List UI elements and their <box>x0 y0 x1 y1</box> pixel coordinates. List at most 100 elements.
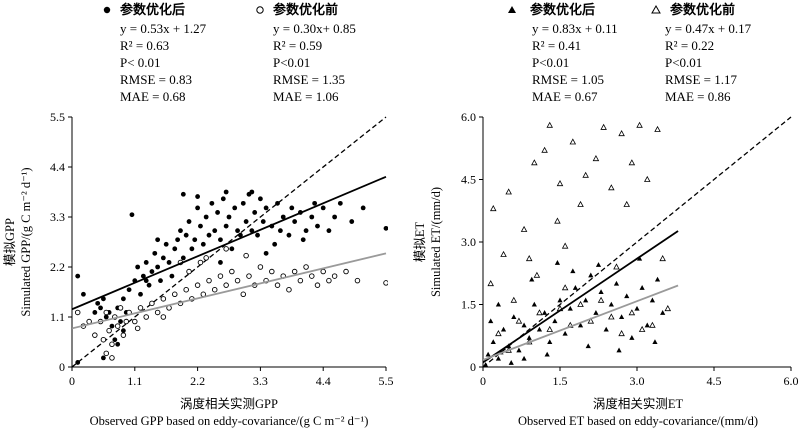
gpp-point <box>75 273 81 279</box>
gpp-legend-before: 参数优化前 <box>256 2 338 17</box>
gpp-point <box>198 223 203 229</box>
gpp-point <box>197 259 204 266</box>
gpp-point <box>297 277 304 284</box>
et-point <box>554 260 561 265</box>
et-point <box>660 310 666 315</box>
et-legend-before: 参数优化前 <box>651 2 735 17</box>
et-point <box>515 317 523 324</box>
gpp-point <box>315 223 320 229</box>
gpp-y-tick-label: 4.4 <box>50 160 65 174</box>
et-point <box>613 280 620 286</box>
gpp-point <box>243 252 249 259</box>
et-stat-before-p: P<0.01 <box>665 55 702 70</box>
gpp-point <box>243 219 249 224</box>
gpp-point <box>195 205 201 211</box>
gpp-point <box>166 260 172 265</box>
gpp-point <box>137 305 144 311</box>
et-point <box>597 296 605 303</box>
et-xlabel-en: Observed ET based on eddy-covariance/(mm… <box>518 414 758 428</box>
gpp-ylabel-cn: 模拟GPP <box>3 218 17 266</box>
et-point <box>619 314 625 319</box>
gpp-point <box>218 260 223 265</box>
gpp-point <box>152 250 158 256</box>
gpp-point <box>106 327 112 334</box>
gpp-point <box>143 314 149 320</box>
et-point <box>588 272 594 278</box>
et-point <box>636 255 643 261</box>
et-stat-before-eq: y = 0.47x + 0.17 <box>665 21 752 36</box>
gpp-point <box>92 332 98 338</box>
et-fit-line-before <box>483 284 679 361</box>
gpp-x-tick-label: 0 <box>69 374 75 388</box>
et-point <box>577 300 584 307</box>
gpp-point <box>75 360 81 365</box>
et-point <box>531 301 537 307</box>
gpp-point <box>303 228 309 234</box>
gpp-point <box>134 325 141 332</box>
gpp-point <box>249 228 255 234</box>
gpp-point <box>337 200 343 206</box>
gpp-point <box>132 318 138 325</box>
et-x-tick-label: 4.5 <box>707 374 722 388</box>
et-point <box>654 125 661 132</box>
et-point <box>624 293 630 299</box>
gpp-y-tick-label: 1.1 <box>50 310 65 324</box>
gpp-point <box>238 232 243 238</box>
gpp-point <box>120 296 126 302</box>
gpp-point <box>169 273 175 279</box>
et-point <box>634 305 640 311</box>
gpp-point <box>109 323 115 329</box>
et-point <box>526 335 532 340</box>
et-plot-content <box>483 116 792 367</box>
gpp-point <box>126 287 132 293</box>
gpp-point <box>112 337 118 343</box>
et-point <box>593 310 599 315</box>
gpp-stat-before-p: P<0.01 <box>273 55 310 70</box>
gpp-point <box>186 268 192 275</box>
gpp-fit-line-before <box>72 252 387 330</box>
et-stat-after-r2: R² = 0.41 <box>532 38 581 53</box>
et-point <box>495 330 502 337</box>
gpp-stat-after-mae: MAE = 0.68 <box>120 89 185 104</box>
gpp-xlabel-cn: 涡度相关实测GPP <box>180 396 278 411</box>
et-point <box>554 217 561 224</box>
et-x-tick-label: 0 <box>480 374 486 388</box>
et-legend-marker-open-triangle <box>651 4 661 14</box>
gpp-point <box>218 237 223 243</box>
gpp-point <box>206 232 212 238</box>
et-point <box>533 271 541 278</box>
gpp-point <box>103 309 110 316</box>
et-point <box>639 285 645 290</box>
gpp-point <box>217 273 224 279</box>
et-point <box>541 146 548 153</box>
et-point <box>572 285 578 290</box>
et-point <box>495 301 501 307</box>
gpp-point <box>140 273 146 279</box>
gpp-stats-after: y = 0.53x + 1.27 R² = 0.63 P< 0.01 RMSE … <box>120 21 207 104</box>
et-stats-after: y = 0.83x + 0.11 R² = 0.41 P<0.01 RMSE =… <box>532 21 618 104</box>
gpp-point <box>115 341 121 347</box>
et-point <box>556 180 564 187</box>
et-stat-before-r2: R² = 0.22 <box>665 38 714 53</box>
gpp-point <box>223 282 229 288</box>
et-point <box>598 289 604 294</box>
gpp-stat-after-rmse: RMSE = 0.83 <box>120 72 192 87</box>
et-point <box>592 155 600 162</box>
gpp-point <box>277 228 283 234</box>
gpp-x-tick-label: 5.5 <box>379 374 394 388</box>
gpp-point <box>300 237 306 243</box>
et-point <box>628 159 636 166</box>
et-point <box>608 301 614 307</box>
gpp-point <box>234 277 241 284</box>
gpp-point <box>332 214 338 220</box>
et-point <box>490 339 496 344</box>
et-point <box>495 355 501 361</box>
gpp-point <box>180 255 186 261</box>
gpp-point <box>223 189 229 195</box>
et-panel: 参数优化后 参数优化前 y = 0.83x + 0.11 R² = 0.41 P… <box>413 2 799 428</box>
gpp-point <box>120 328 126 334</box>
gpp-point <box>240 291 247 298</box>
gpp-point <box>269 268 275 275</box>
gpp-point <box>326 277 332 284</box>
